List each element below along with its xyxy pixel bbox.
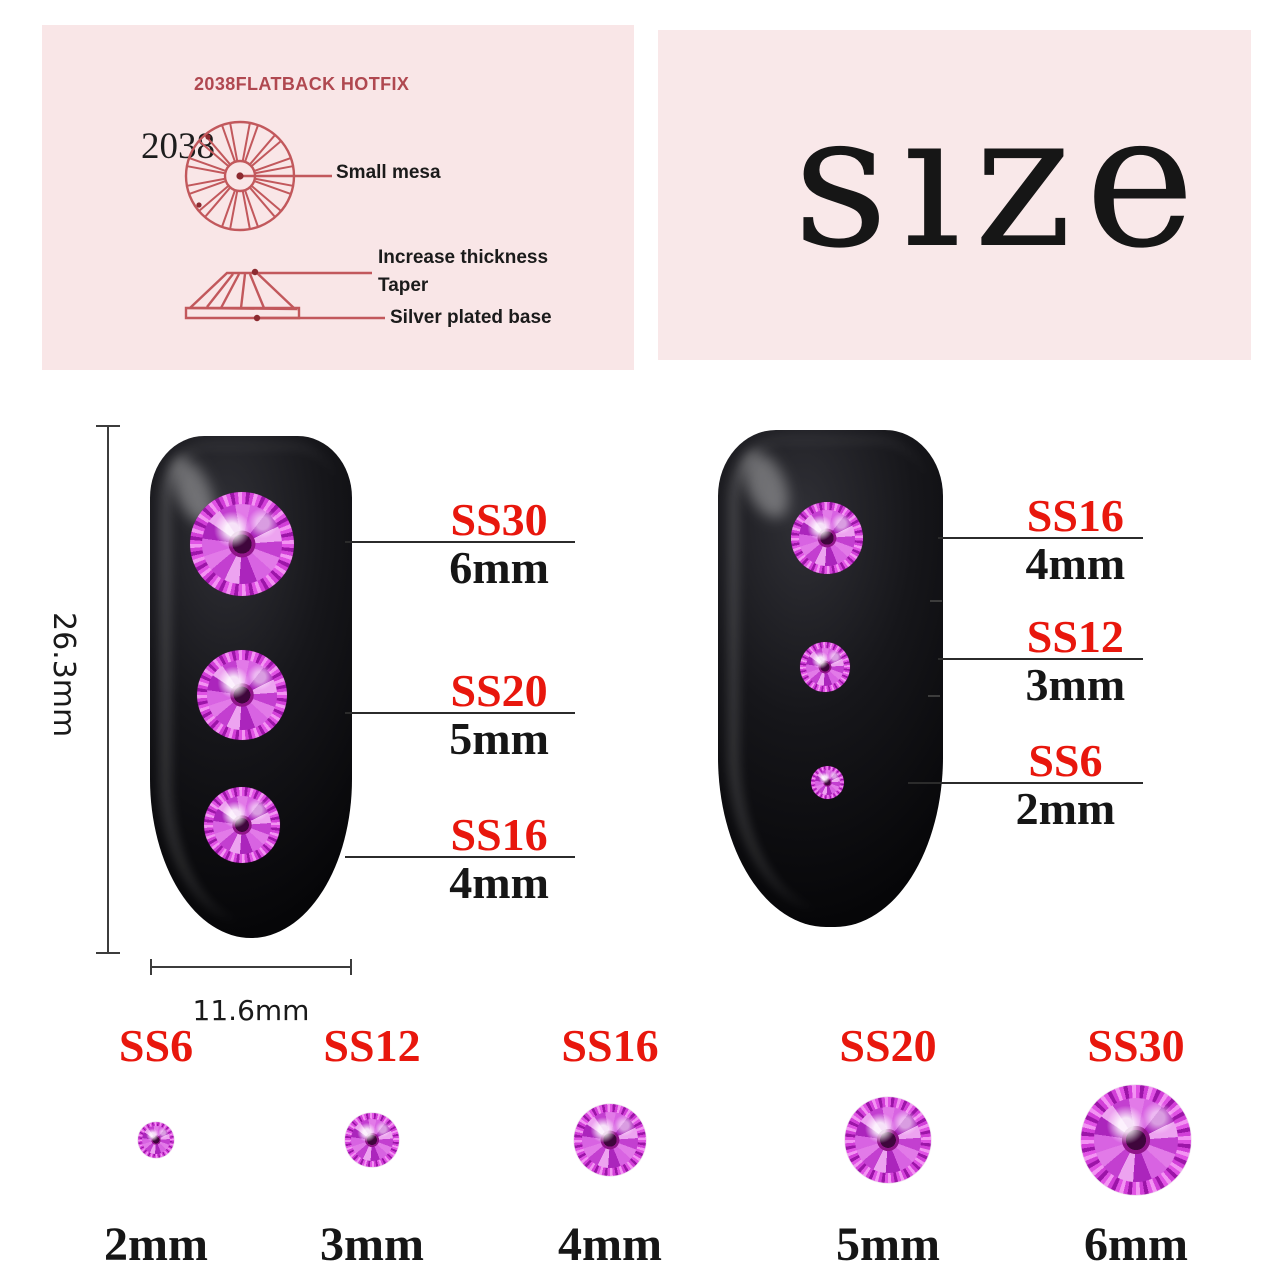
size-row-item-ss16: SS16 4mm: [500, 1020, 720, 1288]
callout-ss-label: SS30: [450, 494, 548, 545]
size-row-mm-label: 4mm: [558, 1218, 662, 1271]
rhinestone-ss16: [204, 787, 280, 863]
callout-line: [345, 856, 575, 858]
label-silver-plated-base: Silver plated base: [390, 307, 552, 328]
callout-ss-label: SS6: [1028, 735, 1103, 786]
callout-line: [908, 782, 1143, 784]
mesa-dot: [251, 268, 259, 276]
callout-mm-label: 3mm: [1025, 659, 1126, 710]
size-title-part: ı: [901, 72, 974, 289]
size-panel: [658, 30, 1251, 360]
callout-ss16-left: SS16 4mm: [345, 809, 575, 908]
size-title-part: ze: [973, 72, 1209, 289]
callout-ss-label: SS12: [1026, 611, 1124, 662]
spec-panel: 2038FLATBACK HOTFIX 2038: [42, 25, 634, 370]
rhinestone-sample-ss20: [845, 1097, 931, 1183]
rhinestone-cut-diagram: [184, 120, 385, 322]
size-row-mm-label: 3mm: [320, 1218, 424, 1271]
callout-mm-label: 2mm: [1015, 783, 1116, 834]
nail-edge-tick: [930, 600, 942, 602]
rhinestone-ss16-right: [791, 502, 863, 574]
callout-mm-label: 5mm: [449, 713, 549, 764]
top-view-facets: [187, 123, 293, 229]
size-row-mm-label: 2mm: [104, 1218, 208, 1271]
size-row-ss-label: SS12: [323, 1020, 421, 1071]
size-row-ss-label: SS20: [839, 1020, 937, 1071]
callout-mm-label: 6mm: [449, 542, 549, 593]
rim-dot: [205, 134, 211, 140]
model-number: 2038: [141, 126, 215, 167]
callout-line: [345, 712, 575, 714]
rhinestone-sample-ss16: [574, 1104, 646, 1176]
size-row-item-ss6: SS6 2mm: [46, 1020, 266, 1288]
callout-ss-label: SS16: [450, 809, 548, 860]
width-dimension-label: 11.6mm: [192, 994, 310, 1027]
label-small-mesa: Small mesa: [336, 162, 441, 183]
size-title: sıze: [793, 88, 1208, 274]
rhinestone-ss20: [197, 650, 287, 740]
size-row-mm-label: 6mm: [1084, 1218, 1188, 1271]
callout-ss-label: SS16: [1026, 490, 1124, 541]
size-row-item-ss20: SS20 5mm: [778, 1020, 998, 1288]
rhinestone-ss12: [800, 642, 850, 692]
spec-header: 2038FLATBACK HOTFIX: [194, 74, 410, 94]
size-row-ss-label: SS6: [118, 1020, 194, 1071]
callout-ss-label: SS20: [450, 665, 548, 716]
nail-edge-tick: [928, 695, 940, 697]
rhinestone-ss30: [190, 492, 294, 596]
base-dot: [253, 314, 261, 322]
size-title-part: s: [793, 72, 902, 289]
callout-mm-label: 4mm: [449, 857, 549, 908]
rhinestone-ss6: [811, 766, 844, 799]
callout-ss12: SS12 3mm: [938, 611, 1143, 710]
callout-mm-label: 4mm: [1025, 538, 1126, 589]
callout-line: [345, 541, 575, 543]
size-row-item-ss12: SS12 3mm: [262, 1020, 482, 1288]
width-dimension-line: [150, 959, 352, 975]
rhinestone-sample-ss30: [1081, 1085, 1191, 1195]
size-row-item-ss30: SS30 6mm: [1026, 1020, 1246, 1288]
label-increase-thickness: Increase thickness: [378, 247, 549, 268]
length-dimension-label: 26.3mm: [46, 612, 81, 738]
label-taper: Taper: [378, 275, 429, 296]
callout-ss6: SS6 2mm: [908, 735, 1143, 834]
side-view-facets: [206, 273, 266, 309]
callout-ss20: SS20 5mm: [345, 665, 575, 764]
callout-line: [938, 658, 1143, 660]
center-dot: [236, 172, 244, 180]
size-row-ss-label: SS30: [1087, 1020, 1185, 1071]
rhinestone-sample-ss6: [138, 1122, 174, 1158]
size-row-mm-label: 5mm: [836, 1218, 940, 1271]
rim-dot: [196, 202, 202, 208]
callout-ss16-right: SS16 4mm: [938, 490, 1143, 589]
size-row-ss-label: SS16: [561, 1020, 659, 1071]
rhinestone-sample-ss12: [345, 1113, 399, 1167]
callout-ss30: SS30 6mm: [345, 494, 575, 593]
length-dimension-line: [96, 425, 120, 954]
callout-line: [938, 537, 1143, 539]
